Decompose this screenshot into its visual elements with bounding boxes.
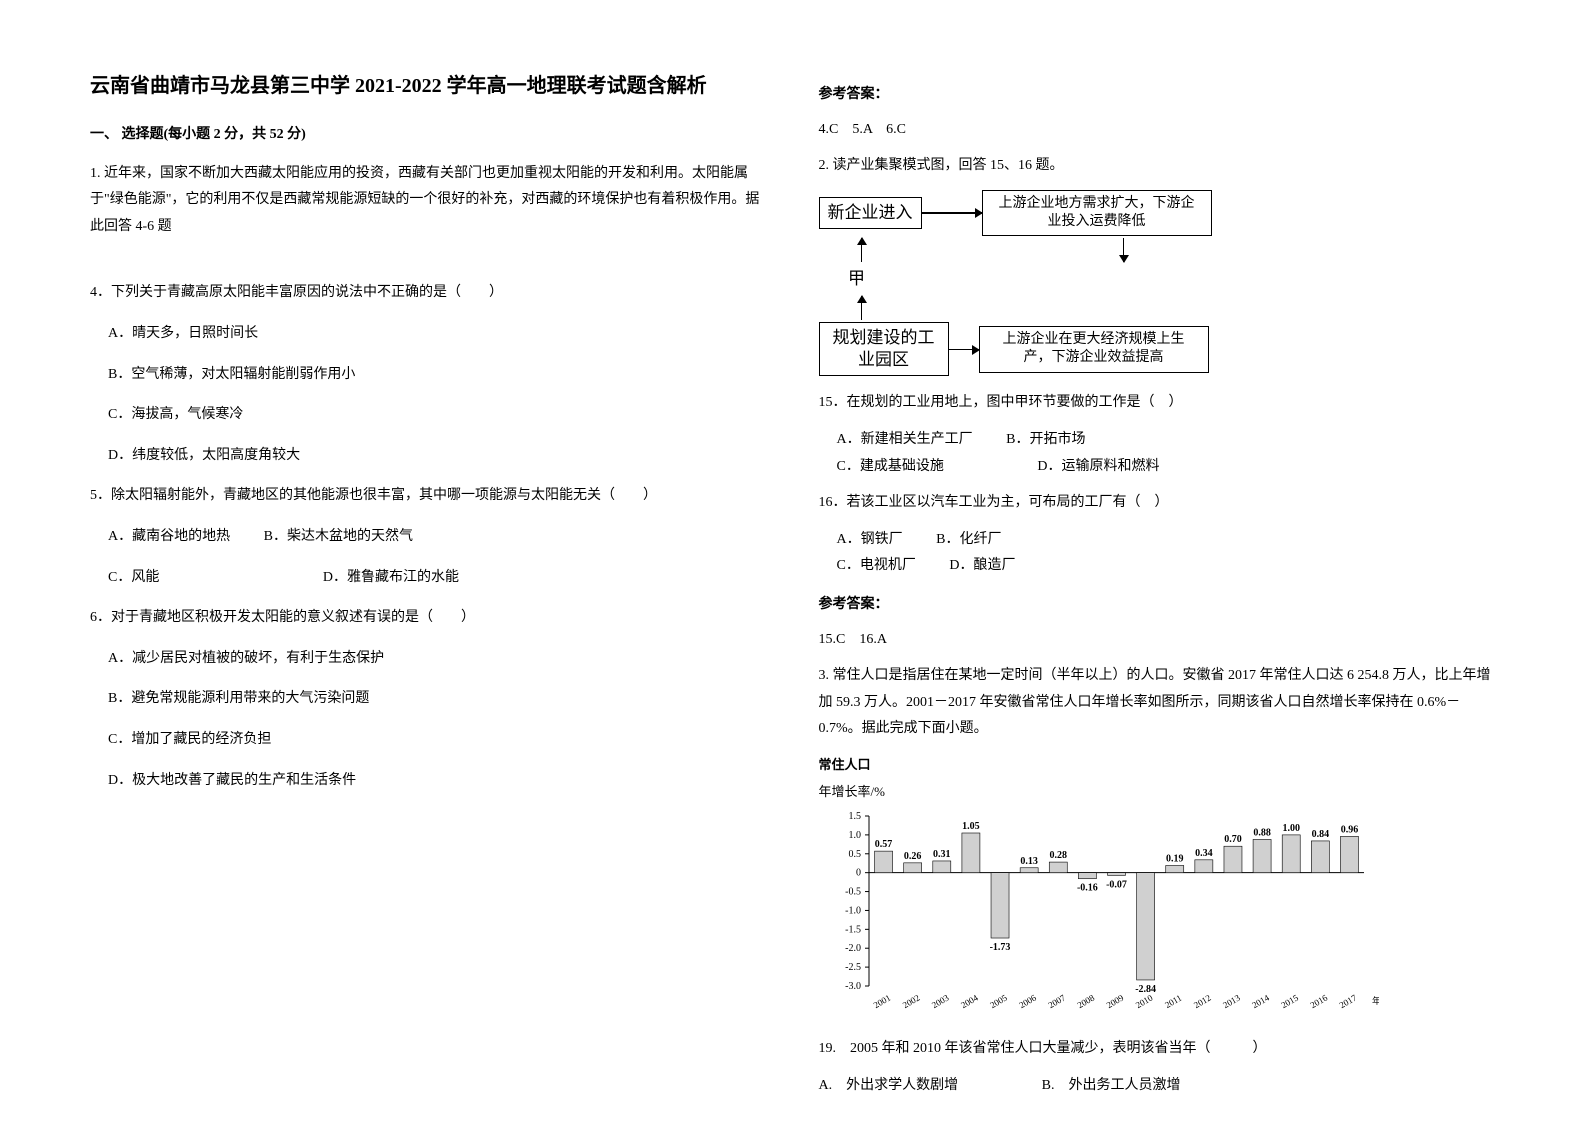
svg-text:0.34: 0.34 xyxy=(1195,848,1213,859)
svg-text:2005: 2005 xyxy=(988,993,1009,1011)
svg-text:-0.5: -0.5 xyxy=(845,887,861,898)
arrow-icon xyxy=(922,212,982,214)
answer-header-1: 参考答案： xyxy=(819,82,1498,109)
q19-stem: 19. 2005 年和 2010 年该省常住人口大量减少，表明该省当年（ ） xyxy=(819,1036,1498,1063)
svg-text:1.0: 1.0 xyxy=(848,830,861,841)
q6-opt-d: D．极大地改善了藏民的生产和生活条件 xyxy=(108,768,769,795)
diagram-box-new-enterprise: 新企业进入 xyxy=(819,197,922,229)
svg-text:-2.84: -2.84 xyxy=(1135,984,1156,995)
q5-opt-d: D．雅鲁藏布江的水能 xyxy=(323,565,459,592)
q16-stem: 16．若该工业区以汽车工业为主，可布局的工厂有（ ） xyxy=(819,490,1498,517)
q16-opt-c: C．电视机厂 xyxy=(837,553,916,580)
svg-text:2011: 2011 xyxy=(1163,993,1183,1010)
svg-text:2016: 2016 xyxy=(1308,993,1329,1011)
answer-header-2: 参考答案： xyxy=(819,592,1498,619)
svg-text:0.5: 0.5 xyxy=(848,849,861,860)
population-chart: 常住人口 年增长率/% -3.0 -2.5 -2.0 -1.5 -1.0 -0.5 0 0.5… xyxy=(819,753,1498,1026)
q19-opt-a: A. 外出求学人数剧增 xyxy=(819,1073,959,1100)
page-title: 云南省曲靖市马龙县第三中学 2021-2022 学年高一地理联考试题含解析 xyxy=(90,70,769,102)
svg-text:2013: 2013 xyxy=(1221,993,1242,1011)
q5-stem: 5．除太阳辐射能外，青藏地区的其他能源也很丰富，其中哪一项能源与太阳能无关（ ） xyxy=(90,483,769,510)
svg-text:2012: 2012 xyxy=(1192,993,1213,1011)
arrow-up-icon xyxy=(861,238,863,262)
left-column: 云南省曲靖市马龙县第三中学 2021-2022 学年高一地理联考试题含解析 一、… xyxy=(90,70,769,1052)
arrow-icon-2 xyxy=(949,349,979,351)
svg-text:-1.5: -1.5 xyxy=(845,925,861,936)
svg-text:2004: 2004 xyxy=(959,993,980,1011)
svg-text:0.96: 0.96 xyxy=(1340,825,1358,836)
svg-text:2007: 2007 xyxy=(1046,993,1067,1011)
q6-stem: 6．对于青藏地区积极开发太阳能的意义叙述有误的是（ ） xyxy=(90,605,769,632)
q15-opt-c: C．建成基础设施 xyxy=(837,454,944,481)
svg-text:0.70: 0.70 xyxy=(1224,835,1242,846)
svg-text:0.13: 0.13 xyxy=(1020,856,1038,867)
svg-text:2015: 2015 xyxy=(1279,993,1300,1011)
svg-text:0.26: 0.26 xyxy=(903,851,921,862)
svg-text:2003: 2003 xyxy=(929,993,950,1011)
svg-text:-0.16: -0.16 xyxy=(1076,883,1097,894)
answer-2: 15.C 16.A xyxy=(819,627,1498,654)
svg-text:0.84: 0.84 xyxy=(1311,829,1329,840)
arrow-down-icon xyxy=(1123,238,1125,262)
right-column: 参考答案： 4.C 5.A 6.C 2. 读产业集聚模式图，回答 15、16 题… xyxy=(819,70,1498,1052)
svg-text:2008: 2008 xyxy=(1075,993,1096,1011)
q6-opt-b: B．避免常规能源利用带来的大气污染问题 xyxy=(108,686,769,713)
q16-opt-a: A．钢铁厂 xyxy=(837,527,903,554)
chart-subtitle: 年增长率/% xyxy=(819,780,1498,805)
q15-opt-a: A．新建相关生产工厂 xyxy=(837,427,973,454)
chart-title: 常住人口 xyxy=(819,753,1498,778)
svg-text:-0.07: -0.07 xyxy=(1106,880,1127,891)
arrow-up-icon-2 xyxy=(861,296,863,320)
section-1-header: 一、 选择题(每小题 2 分，共 52 分) xyxy=(90,122,769,149)
cluster-diagram: 新企业进入 上游企业地方需求扩大，下游企业投入运费降低 甲 规划建设的工业园区 … xyxy=(819,190,1239,377)
svg-text:2009: 2009 xyxy=(1104,993,1125,1011)
svg-text:2006: 2006 xyxy=(1017,993,1038,1011)
q5-opt-b: B．柴达木盆地的天然气 xyxy=(264,524,413,551)
svg-text:0.88: 0.88 xyxy=(1253,828,1271,839)
svg-text:2010: 2010 xyxy=(1133,993,1154,1011)
diagram-label-jia: 甲 xyxy=(819,264,895,294)
svg-text:-2.0: -2.0 xyxy=(845,944,861,955)
svg-text:-1.73: -1.73 xyxy=(989,942,1010,953)
svg-text:2017: 2017 xyxy=(1337,993,1358,1011)
bar-chart-svg: -3.0 -2.5 -2.0 -1.5 -1.0 -0.5 0 0.5 1.0 1.5 0.57 20… xyxy=(819,806,1379,1026)
svg-text:2014: 2014 xyxy=(1250,993,1271,1011)
svg-text:1.5: 1.5 xyxy=(848,811,861,822)
diagram-box-park: 规划建设的工业园区 xyxy=(819,322,949,376)
q4-stem: 4．下列关于青藏高原太阳能丰富原因的说法中不正确的是（ ） xyxy=(90,280,769,307)
q4-opt-a: A．晴天多，日照时间长 xyxy=(108,321,769,348)
svg-text:-1.0: -1.0 xyxy=(845,906,861,917)
svg-text:-3.0: -3.0 xyxy=(845,981,861,992)
q2-intro: 2. 读产业集聚模式图，回答 15、16 题。 xyxy=(819,153,1498,180)
q16-opt-b: B．化纤厂 xyxy=(936,527,1001,554)
q4-opt-d: D．纬度较低，太阳高度角较大 xyxy=(108,443,769,470)
svg-text:年: 年 xyxy=(1372,995,1379,1006)
q3-intro: 3. 常住人口是指居住在某地一定时间（半年以上）的人口。安徽省 2017 年常住… xyxy=(819,663,1498,743)
svg-text:1.05: 1.05 xyxy=(962,821,980,832)
q19-opt-b: B. 外出务工人员激增 xyxy=(1042,1073,1181,1100)
svg-text:1.00: 1.00 xyxy=(1282,823,1300,834)
svg-text:2001: 2001 xyxy=(871,993,892,1011)
q1-intro: 1. 近年来，国家不断加大西藏太阳能应用的投资，西藏有关部门也更加重视太阳能的开… xyxy=(90,161,769,241)
svg-text:0: 0 xyxy=(856,868,861,879)
svg-text:0.19: 0.19 xyxy=(1165,854,1183,865)
q4-opt-b: B．空气稀薄，对太阳辐射能削弱作用小 xyxy=(108,362,769,389)
q16-opt-d: D．酿造厂 xyxy=(949,553,1015,580)
q5-opt-a: A．藏南谷地的地热 xyxy=(108,524,230,551)
svg-text:2002: 2002 xyxy=(900,993,921,1011)
svg-text:-2.5: -2.5 xyxy=(845,962,861,973)
q15-opt-b: B．开拓市场 xyxy=(1006,427,1085,454)
q6-opt-c: C．增加了藏民的经济负担 xyxy=(108,727,769,754)
svg-text:0.28: 0.28 xyxy=(1049,850,1067,861)
svg-text:0.57: 0.57 xyxy=(874,839,892,850)
q6-opt-a: A．减少居民对植被的破坏，有利于生态保护 xyxy=(108,646,769,673)
q5-opt-c: C．风能 xyxy=(108,565,159,592)
diagram-box-scale: 上游企业在更大经济规模上生产，下游企业效益提高 xyxy=(979,326,1209,372)
answer-1: 4.C 5.A 6.C xyxy=(819,117,1498,144)
q4-opt-c: C．海拔高，气候寒冷 xyxy=(108,402,769,429)
svg-text:0.31: 0.31 xyxy=(933,849,951,860)
diagram-box-upstream-demand: 上游企业地方需求扩大，下游企业投入运费降低 xyxy=(982,190,1212,236)
q15-opt-d: D．运输原料和燃料 xyxy=(1037,454,1159,481)
q15-stem: 15．在规划的工业用地上，图中甲环节要做的工作是（ ） xyxy=(819,390,1498,417)
